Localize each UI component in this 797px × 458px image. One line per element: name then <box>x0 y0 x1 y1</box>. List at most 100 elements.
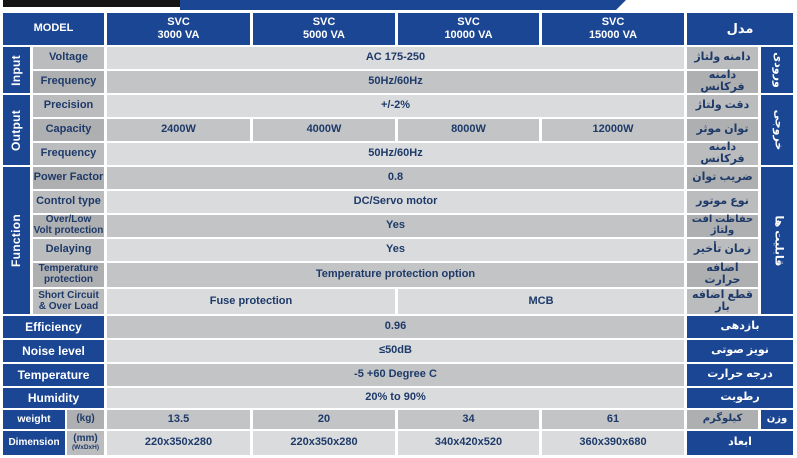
model-header: MODEL <box>3 13 104 45</box>
row-volt-protection-value: Yes <box>107 215 684 237</box>
row-short-circuit-value-mcb: MCB <box>398 289 684 314</box>
row-precision-label-fa: دقت ولتاژ <box>687 95 758 117</box>
row-capacity-label: Capacity <box>33 119 104 141</box>
row-noise-label-fa: نویز صوتی <box>687 340 793 362</box>
model-header-label: MODEL <box>33 22 74 35</box>
row-power-factor-value: 0.8 <box>107 167 684 189</box>
section-function-label: Function <box>9 213 24 268</box>
row-capacity-label-fa: توان موثر <box>687 119 758 141</box>
row-volt-protection-label-line2: Volt protection <box>33 225 104 236</box>
row-temperature-value: -5 +60 Degree C <box>107 364 684 386</box>
section-function-label-fa: قابلیت ها <box>771 215 784 266</box>
section-function-left: Function <box>3 167 30 314</box>
section-input-label-fa: ورودی <box>771 52 784 88</box>
section-output-right: خروجی <box>761 95 793 165</box>
section-output-left: Output <box>3 95 30 165</box>
row-temperature-label: Temperature <box>3 364 104 386</box>
row-weight-label-group: weight (kg) <box>3 410 104 429</box>
row-dimension-unit-mm: (mm) <box>73 433 98 445</box>
row-capacity-value-3: 8000W <box>398 119 539 141</box>
row-dimension-unit: (mm) (WxDxH) <box>67 431 104 455</box>
row-input-frequency-label: Frequency <box>33 71 104 93</box>
row-noise-value: ≤50dB <box>107 340 684 362</box>
row-voltage-value: AC 175-250 <box>107 47 684 69</box>
row-power-factor-label-fa: ضریب توان <box>687 167 758 189</box>
row-dimension-label: Dimension <box>3 431 65 455</box>
row-volt-protection-label: Over/Low Volt protection <box>33 214 104 237</box>
section-output-label-fa: خروجی <box>771 109 784 151</box>
model-col-line2: 10000 VA <box>444 29 493 41</box>
row-dimension-value-2: 220x350x280 <box>253 431 395 455</box>
row-power-factor-label: Power Factor <box>33 167 104 189</box>
row-humidity-label-fa: رطوبت <box>687 388 793 408</box>
row-temp-protection-label-fa: اضافه حرارت <box>687 262 758 287</box>
row-weight-value-4: 61 <box>542 410 684 429</box>
row-voltage-label: Voltage <box>33 47 104 69</box>
row-precision-value: +/-2% <box>107 95 684 117</box>
model-col-line2: 5000 VA <box>303 29 345 41</box>
row-weight-value-3: 34 <box>398 410 539 429</box>
row-weight-value-1: 13.5 <box>107 410 250 429</box>
row-volt-protection-label-line1: Over/Low <box>45 214 92 226</box>
row-short-circuit-value-fuse: Fuse protection <box>107 289 395 314</box>
model-header-fa: مدل <box>687 13 793 45</box>
model-header-fa-label: مدل <box>726 20 754 36</box>
section-input-left: Input <box>3 47 30 93</box>
section-function-right: قابلیت ها <box>761 167 793 314</box>
top-decor-black-bar <box>3 0 180 7</box>
row-dimension-label-group: Dimension (mm) (WxDxH) <box>3 431 104 455</box>
row-control-type-value: DC/Servo motor <box>107 191 684 213</box>
top-decor-blue-bar <box>180 0 626 10</box>
model-col-3000va: SVC 3000 VA <box>107 13 250 45</box>
row-temp-protection-value: Temperature protection option <box>107 263 684 287</box>
row-weight-label: weight <box>3 410 65 429</box>
section-input-label: Input <box>9 54 24 86</box>
model-col-15000va: SVC 15000 VA <box>542 13 684 45</box>
row-capacity-value-1: 2400W <box>107 119 250 141</box>
section-input-right: ورودی <box>761 47 793 93</box>
row-short-circuit-label-fa: قطع اضافه بار <box>687 289 758 314</box>
row-delaying-label: Delaying <box>33 239 104 261</box>
row-noise-label: Noise level <box>3 340 104 362</box>
row-weight-unit: (kg) <box>67 410 104 429</box>
row-humidity-value: 20% to 90% <box>107 388 684 408</box>
row-dimension-label-fa: ابعاد <box>687 431 793 455</box>
row-dimension-value-3: 340x420x520 <box>398 431 539 455</box>
row-capacity-value-2: 4000W <box>253 119 395 141</box>
row-control-type-label: Control type <box>33 191 104 213</box>
model-col-line1: SVC <box>457 15 480 28</box>
row-output-frequency-label: Frequency <box>33 143 104 165</box>
section-output-label: Output <box>9 109 24 151</box>
row-short-circuit-label-line1: Short Circuit <box>38 289 99 301</box>
row-precision-label: Precision <box>33 95 104 117</box>
model-col-10000va: SVC 10000 VA <box>398 13 539 45</box>
model-col-5000va: SVC 5000 VA <box>253 13 395 45</box>
row-output-frequency-label-fa: دامنه فرکانس <box>687 141 758 165</box>
row-short-circuit-label-line2: & Over Load <box>38 300 99 312</box>
row-output-frequency-value: 50Hz/60Hz <box>107 143 684 165</box>
row-volt-protection-label-fa: حفاظت افت ولتاژ <box>687 214 758 237</box>
row-humidity-label: Humidity <box>3 388 104 408</box>
model-col-line1: SVC <box>601 15 625 28</box>
model-col-line1: SVC <box>312 15 336 28</box>
model-col-line1: SVC <box>167 15 190 28</box>
row-dimension-value-1: 220x350x280 <box>107 431 250 455</box>
row-delaying-label-fa: زمان تأخیر <box>687 239 758 261</box>
spec-table: MODEL SVC 3000 VA SVC 5000 VA SVC 10000 … <box>3 13 793 455</box>
row-temp-protection-label-line2: protection <box>44 274 93 285</box>
model-col-line2: 3000 VA <box>157 29 200 41</box>
row-weight-unit-fa: کیلوگرم <box>687 410 758 429</box>
row-efficiency-label: Efficiency <box>3 316 104 338</box>
row-temp-protection-label: Temperature protection <box>33 263 104 287</box>
row-delaying-value: Yes <box>107 239 684 261</box>
row-input-frequency-value: 50Hz/60Hz <box>107 71 684 93</box>
row-short-circuit-label: Short Circuit & Over Load <box>33 289 104 314</box>
row-efficiency-value: 0.96 <box>107 316 684 338</box>
row-dimension-value-4: 360x390x680 <box>542 431 684 455</box>
row-control-type-label-fa: نوع موتور <box>687 191 758 213</box>
row-temperature-label-fa: درجه حرارت <box>687 364 793 386</box>
row-dimension-unit-wdh: (WxDxH) <box>71 444 100 452</box>
row-input-frequency-label-fa: دامنه فرکانس <box>687 69 758 93</box>
model-col-line2: 15000 VA <box>588 29 638 41</box>
